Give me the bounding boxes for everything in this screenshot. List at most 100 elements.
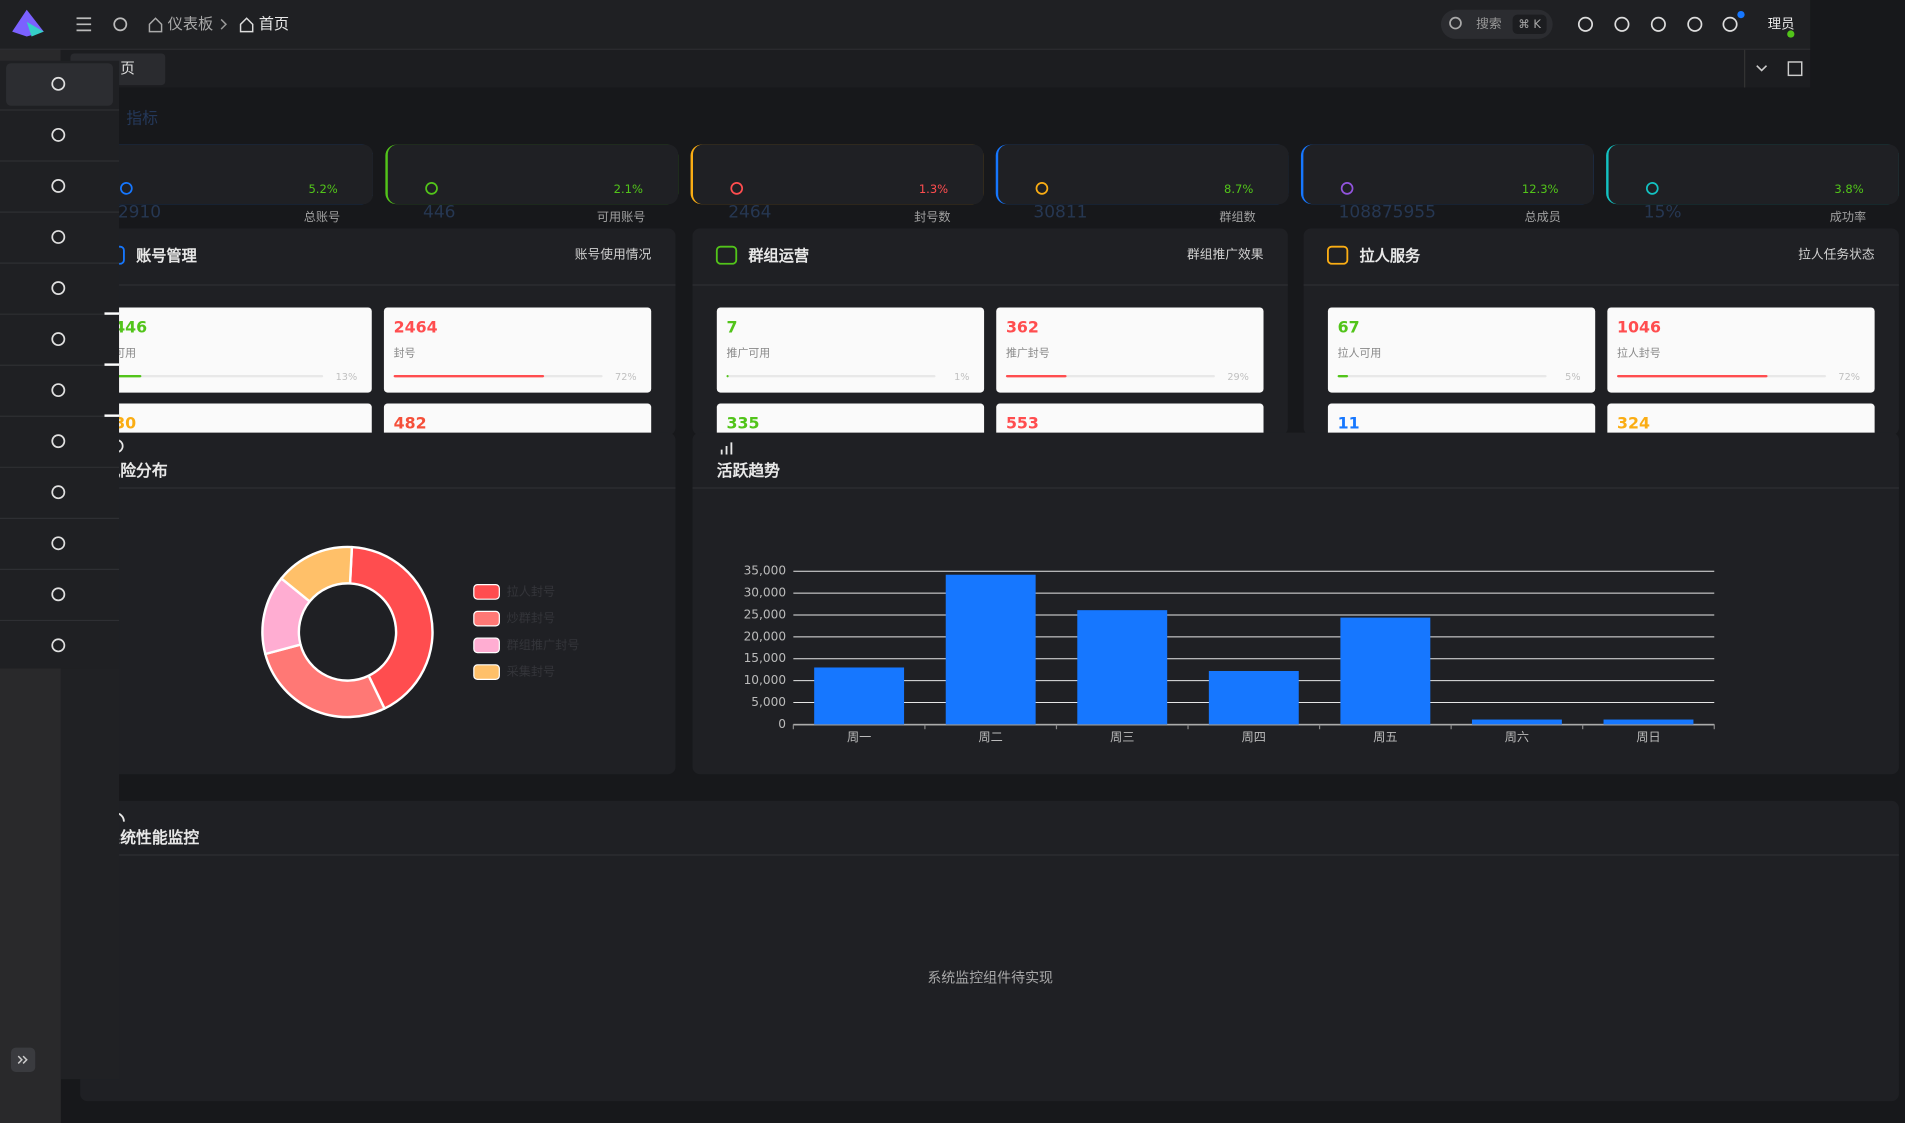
stat-value: 362 <box>1006 318 1039 337</box>
icon[interactable] <box>51 587 66 602</box>
metric-card <box>1608 144 1899 205</box>
icon <box>1645 182 1659 195</box>
stat-value: 7 <box>727 318 738 337</box>
icon[interactable] <box>51 485 66 500</box>
stat-card <box>383 307 652 393</box>
metric-change: 1.3% <box>919 182 948 196</box>
tab-bar <box>60 49 1811 88</box>
legend-swatch[interactable] <box>473 664 500 680</box>
legend-label: 采集封号 <box>507 664 556 679</box>
stat-label: 推广可用 <box>727 346 771 360</box>
x-tick-label: 周五 <box>1373 730 1397 744</box>
bar[interactable] <box>1208 670 1299 725</box>
stat-value: 553 <box>1006 414 1039 433</box>
panel-icon <box>715 245 738 265</box>
stat-label: 推广封号 <box>1006 346 1050 360</box>
y-tick-label: 5,000 <box>751 695 786 709</box>
bar[interactable] <box>814 667 905 725</box>
icon[interactable] <box>51 332 66 347</box>
icon[interactable] <box>1687 16 1703 32</box>
tab-dropdown[interactable] <box>1756 65 1768 72</box>
fullscreen-button[interactable] <box>1787 61 1803 77</box>
icon[interactable] <box>113 17 128 32</box>
icon[interactable] <box>51 127 66 142</box>
stat-label: 拉人封号 <box>1617 346 1661 360</box>
menu-item-active[interactable] <box>6 63 113 106</box>
progress-fill <box>726 374 729 378</box>
icon[interactable] <box>51 281 66 295</box>
y-tick-label: 20,000 <box>744 629 786 643</box>
breadcrumb-sep <box>220 18 228 30</box>
progress-track <box>726 374 936 378</box>
icon[interactable] <box>51 76 66 91</box>
metric-value: 2464 <box>728 203 771 223</box>
menu-button[interactable] <box>76 17 92 32</box>
icon <box>1340 182 1354 195</box>
icon[interactable] <box>1614 16 1630 32</box>
badge <box>1737 10 1745 19</box>
metric-label: 总成员 <box>1525 210 1561 224</box>
y-tick-label: 0 <box>778 717 786 731</box>
bar[interactable] <box>1603 719 1694 725</box>
bar[interactable] <box>1471 719 1562 725</box>
progress-track <box>114 374 324 378</box>
stat-value: 324 <box>1617 414 1650 433</box>
section-title: 指标 <box>126 109 158 128</box>
user-name: 理员 <box>1768 17 1795 32</box>
progress-track <box>1337 374 1547 378</box>
stat-card <box>716 307 985 393</box>
bar[interactable] <box>1077 610 1168 725</box>
metric-change: 2.1% <box>614 182 643 196</box>
metric-label: 封号数 <box>914 209 950 224</box>
search-placeholder: 搜索 <box>1476 17 1501 32</box>
metric-card <box>82 144 373 205</box>
icon[interactable] <box>1650 16 1666 32</box>
legend-label: 炒群封号 <box>507 611 556 625</box>
x-tick-label: 周日 <box>1636 730 1660 744</box>
metric-change: 12.3% <box>1522 182 1559 196</box>
pie-slice <box>264 643 386 719</box>
collapse-icon <box>17 1055 28 1064</box>
icon[interactable] <box>51 179 66 193</box>
chart-title: 风险分布 <box>104 461 167 480</box>
pie-slice <box>348 545 434 710</box>
bar[interactable] <box>945 574 1036 725</box>
y-tick-label: 35,000 <box>744 564 786 578</box>
progress-fill <box>1617 374 1768 378</box>
metric-label: 总账号 <box>304 210 340 224</box>
icon[interactable] <box>51 536 66 551</box>
stat-value: 1046 <box>1617 318 1661 337</box>
stat-label: 可用 <box>114 347 136 360</box>
legend-swatch[interactable] <box>473 583 500 600</box>
stat-label: 拉人可用 <box>1338 346 1382 360</box>
collapse-button[interactable] <box>10 1047 36 1072</box>
metric-label: 成功率 <box>1830 209 1866 224</box>
icon[interactable] <box>51 434 66 449</box>
x-tick-label: 周一 <box>847 730 871 744</box>
metric-value: 446 <box>423 203 455 223</box>
icon[interactable] <box>51 230 66 244</box>
metric-label: 群组数 <box>1219 209 1255 224</box>
icon[interactable] <box>51 638 66 653</box>
icon[interactable] <box>51 383 66 398</box>
legend-swatch[interactable] <box>473 637 500 654</box>
icon[interactable] <box>1722 16 1738 32</box>
home-icon <box>148 17 163 33</box>
bar[interactable] <box>1340 617 1431 725</box>
icon[interactable] <box>1577 16 1594 32</box>
left-strip <box>0 668 61 1123</box>
stat-label: 封号 <box>394 346 416 360</box>
metric-change: 3.8% <box>1834 182 1863 196</box>
y-tick-label: 10,000 <box>744 673 786 687</box>
legend-swatch[interactable] <box>473 610 500 627</box>
stat-card <box>996 307 1264 393</box>
metric-value: 30811 <box>1033 203 1087 223</box>
logo-accent <box>26 21 44 37</box>
stat-value: 335 <box>727 414 760 433</box>
metric-card <box>387 144 679 205</box>
breadcrumb: 仪表板 <box>168 15 214 33</box>
x-tick-label: 周六 <box>1505 730 1529 744</box>
icon <box>730 182 744 195</box>
